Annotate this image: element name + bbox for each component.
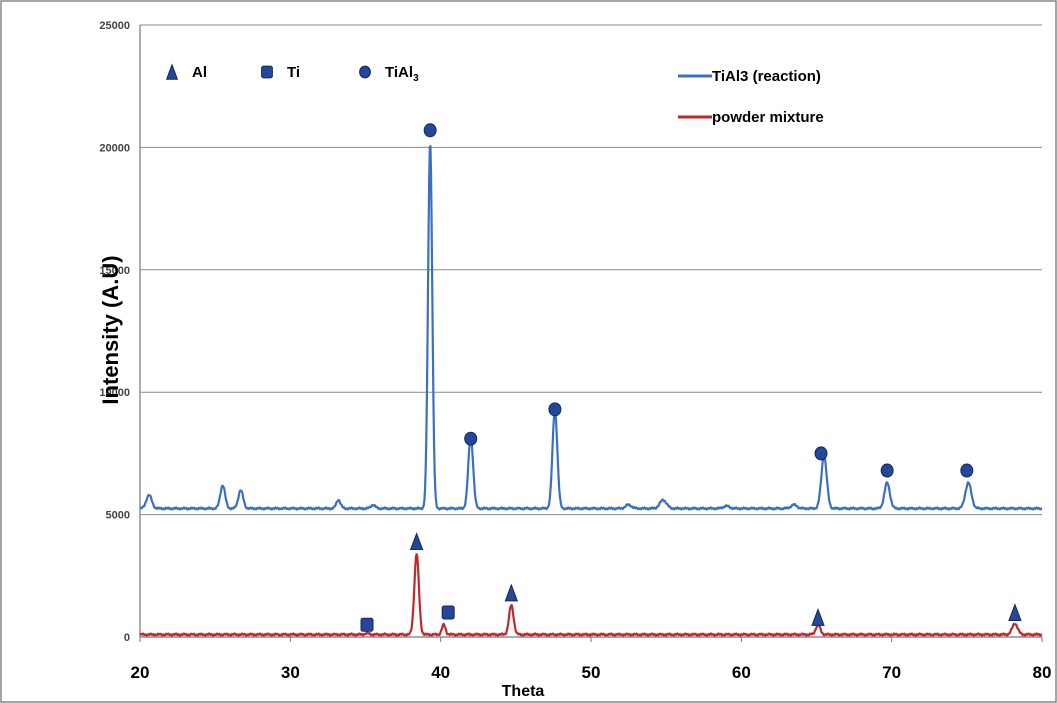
marker-layer	[360, 123, 1022, 632]
series-legend-label-0: TiAl3 (reaction)	[712, 68, 821, 85]
axes-layer: 0 5000 10000 15000 20000 25000 20 30 40 50 60 70 80	[99, 20, 1051, 682]
x-tick-label-5: 70	[882, 663, 901, 682]
series-line-1	[139, 553, 1043, 637]
y-tick-label-1: 5000	[106, 510, 130, 522]
grid-layer	[140, 24, 1042, 516]
phase-legend-label-0: Al	[192, 64, 207, 81]
phase-legend-label-2: TiAl3	[385, 64, 419, 84]
x-tick-label-2: 40	[431, 663, 450, 682]
phase-marker-circle-4	[880, 463, 894, 478]
phase-marker-circle-5	[960, 463, 974, 478]
phase-marker-triangle-6	[409, 532, 424, 551]
x-tick-label-3: 50	[582, 663, 601, 682]
y-tick-label-0: 0	[124, 632, 130, 644]
x-tick-label-6: 80	[1033, 663, 1052, 682]
phase-legend-label-1: Ti	[287, 64, 300, 81]
phase-legend-subscript-2: 3	[413, 73, 419, 84]
x-axis-title: Theta	[502, 683, 545, 700]
phase-marker-triangle-10	[811, 607, 825, 626]
series-layer	[139, 145, 1043, 637]
y-tick-label-3: 15000	[99, 265, 130, 277]
phase-marker-circle-2	[548, 402, 562, 417]
legend-layer: Al Ti TiAl3 TiAl3 (reaction) powder mixture	[165, 63, 824, 126]
phase-marker-triangle-9	[504, 583, 519, 602]
phase-marker-circle-0	[423, 123, 437, 138]
x-tick-label-4: 60	[732, 663, 751, 682]
phase-legend-square-icon	[261, 65, 273, 79]
x-tick-label-1: 30	[281, 663, 300, 682]
series-legend-label-1: powder mixture	[712, 109, 824, 126]
y-axis-title: Intensity (A.U)	[98, 255, 123, 404]
y-tick-label-5: 25000	[99, 20, 130, 32]
phase-marker-square-7	[360, 617, 374, 632]
y-tick-label-2: 10000	[99, 387, 130, 399]
series-line-0	[139, 145, 1043, 511]
phase-marker-square-8	[441, 605, 455, 620]
phase-legend-circle-icon	[359, 65, 371, 79]
phase-marker-circle-1	[464, 431, 478, 446]
phase-legend-triangle-icon	[165, 63, 179, 80]
phase-marker-triangle-11	[1008, 603, 1022, 622]
x-tick-label-0: 20	[131, 663, 150, 682]
y-tick-label-4: 20000	[99, 142, 130, 154]
phase-marker-circle-3	[814, 446, 828, 461]
